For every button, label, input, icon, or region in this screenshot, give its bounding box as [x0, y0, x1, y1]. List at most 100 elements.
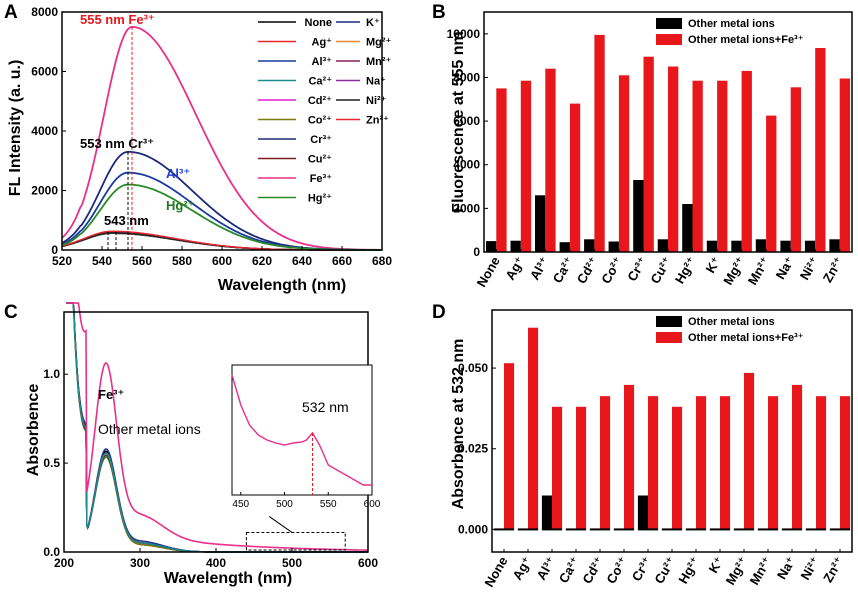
- panel-d-xtick-label: None: [481, 554, 510, 590]
- panel-b-xtick-label: K⁺: [703, 254, 724, 276]
- inset-xtick-label: 500: [276, 499, 293, 510]
- panel-a-ytick-label: 8000: [31, 5, 58, 19]
- panel-b-bar: [559, 242, 570, 252]
- panel-d-bar: [840, 396, 851, 530]
- panel-d-xtick-label: Mn²⁺: [747, 554, 775, 587]
- panel-c-ylabel: Absorbence: [25, 384, 42, 477]
- panel-b-xtick-label: Mg²⁺: [720, 254, 748, 287]
- panel-b-bar: [815, 48, 826, 252]
- panel-d-bar: [504, 363, 515, 530]
- panel-b-bar: [717, 80, 728, 252]
- inset-frame: [231, 364, 373, 496]
- panel-b-bar: [643, 56, 654, 253]
- panel-c-curve-fe: [66, 302, 368, 551]
- panel-b-xtick-label: Ca²⁺: [550, 254, 577, 286]
- panel-b-chart: 0 2000 4000 6000 8000 10000 None Ag⁺ Al³⁺Ca²⁺Cd²…: [447, 11, 853, 290]
- panel-b-legend-label: Other metal ions: [688, 18, 775, 30]
- panel-d-zero-marker: [781, 528, 803, 531]
- panel-a-legend-label: K⁺: [366, 17, 380, 29]
- panel-a-xtick-label: 580: [172, 254, 192, 268]
- inset-xtick-label: 450: [232, 499, 249, 510]
- panel-a-legend-label: Cu²⁺: [308, 154, 332, 166]
- panel-a-xtick-label: 660: [332, 254, 352, 268]
- panel-d-xtick-label: Mg²⁺: [723, 554, 751, 587]
- panel-d-bar: [768, 396, 779, 530]
- panel-d-xtick-label: K⁺: [705, 554, 726, 576]
- panel-a-legend-label: None: [305, 17, 333, 29]
- panel-a-xtick-label: 560: [132, 254, 152, 268]
- panel-label-b: B: [432, 2, 446, 23]
- inset-xtick-label: 550: [320, 499, 337, 510]
- panel-b-bar: [584, 239, 595, 252]
- panel-a-legend-label: Ca²⁺: [308, 76, 332, 88]
- panel-b-bar: [741, 70, 752, 253]
- panel-a-axes: 520 540 560 580 600 620 640 660 680 0 2000 4000 6000…: [31, 5, 392, 268]
- panel-a-xtick-label: 540: [92, 254, 112, 268]
- panel-b-legend-label: Other metal ions+Fe³⁺: [688, 34, 804, 46]
- panel-d-xtick-label: Ni²⁺: [798, 554, 823, 582]
- panel-d-bar: [576, 406, 587, 530]
- panel-b-xtick-label: Al³⁺: [527, 254, 552, 282]
- panel-b-bar: [486, 241, 497, 252]
- panel-c-inset: 450 500 550 600: [231, 364, 381, 510]
- panel-a-ytick-label: 2000: [31, 184, 58, 198]
- panel-b-xtick-label: Cu²⁺: [647, 254, 674, 286]
- panel-c-xtick-label: 300: [130, 556, 150, 570]
- panel-b-bars: [486, 34, 850, 253]
- panel-d-bar: [744, 372, 755, 530]
- panel-d-bar: [648, 396, 659, 530]
- panel-d-xtick-label: Cu²⁺: [651, 554, 678, 586]
- panel-c-xlabel: Wavelength (nm): [164, 570, 292, 587]
- panel-d-bar: [672, 406, 683, 530]
- panel-d-bar: [792, 384, 803, 530]
- annotation-543: 543 nm: [104, 213, 149, 228]
- panel-b-legend-swatch: [656, 34, 682, 45]
- panel-b-ytick-label: 6000: [453, 114, 480, 128]
- panel-c-xtick-label: 400: [206, 556, 226, 570]
- panel-a-legend-label: Hg²⁺: [308, 193, 332, 205]
- panel-b-bar: [569, 103, 581, 252]
- panel-b-xtick-label: None: [474, 254, 503, 290]
- panel-d-ytick-label: 0.025: [458, 442, 488, 456]
- panel-b-bar: [657, 239, 668, 252]
- panel-b-bar: [545, 68, 556, 252]
- panel-b-bar: [755, 239, 767, 252]
- panel-b-bar: [594, 34, 605, 253]
- panel-d-xtick-label: Ag⁺: [510, 554, 535, 582]
- panel-b-bar: [618, 75, 630, 252]
- panel-a-curve-al: [61, 171, 382, 251]
- panel-b-bar: [668, 66, 679, 252]
- panel-b-bar: [633, 180, 644, 252]
- panel-a-curve-fe: [61, 25, 382, 251]
- panel-d-bar: [720, 396, 731, 530]
- panel-d-zero-marker: [829, 528, 851, 531]
- panel-c-xtick-label: 600: [358, 556, 378, 570]
- annotation-al: Al³⁺: [166, 166, 190, 181]
- panel-a-ylabel: FL Intensity (a. u.): [7, 60, 24, 197]
- panel-b-xtick-label: Zn²⁺: [820, 254, 847, 285]
- panel-b-bar: [804, 240, 816, 252]
- panel-d-zero-marker: [517, 528, 539, 531]
- panel-b-bar: [706, 240, 718, 252]
- panel-b-bar: [766, 115, 777, 252]
- panel-b-ytick-label: 0: [473, 245, 480, 259]
- panel-b-xtick-label: Cd²⁺: [574, 254, 601, 286]
- panel-d-zero-marker: [661, 528, 683, 531]
- panel-b-bar: [692, 80, 703, 252]
- panel-d-bar: [637, 495, 648, 530]
- panel-d-xtick-label: Hg²⁺: [675, 554, 702, 586]
- panel-a-legend-label: Mn²⁺: [366, 56, 392, 68]
- panel-a-legend-label: Na⁺: [366, 76, 386, 88]
- panel-d-bar: [528, 327, 539, 530]
- panel-d-xtick-label: Ca²⁺: [556, 554, 583, 586]
- panel-d-zero-marker: [565, 528, 587, 531]
- panel-b-bar: [839, 78, 850, 252]
- inset-xtick-label: 600: [364, 499, 381, 510]
- panel-b-xtick-label: Na⁺: [773, 254, 798, 282]
- panel-a-xtick-label: 680: [372, 254, 392, 268]
- panel-b-xtick-label: Cr³⁺: [624, 254, 650, 284]
- panel-a-legend-label: Zn²⁺: [366, 115, 389, 127]
- panel-c-xtick-label: 500: [282, 556, 302, 570]
- panel-c-zoom-box: [245, 531, 346, 551]
- panel-b-legend: Other metal ions Other metal ions+Fe³⁺: [656, 18, 804, 46]
